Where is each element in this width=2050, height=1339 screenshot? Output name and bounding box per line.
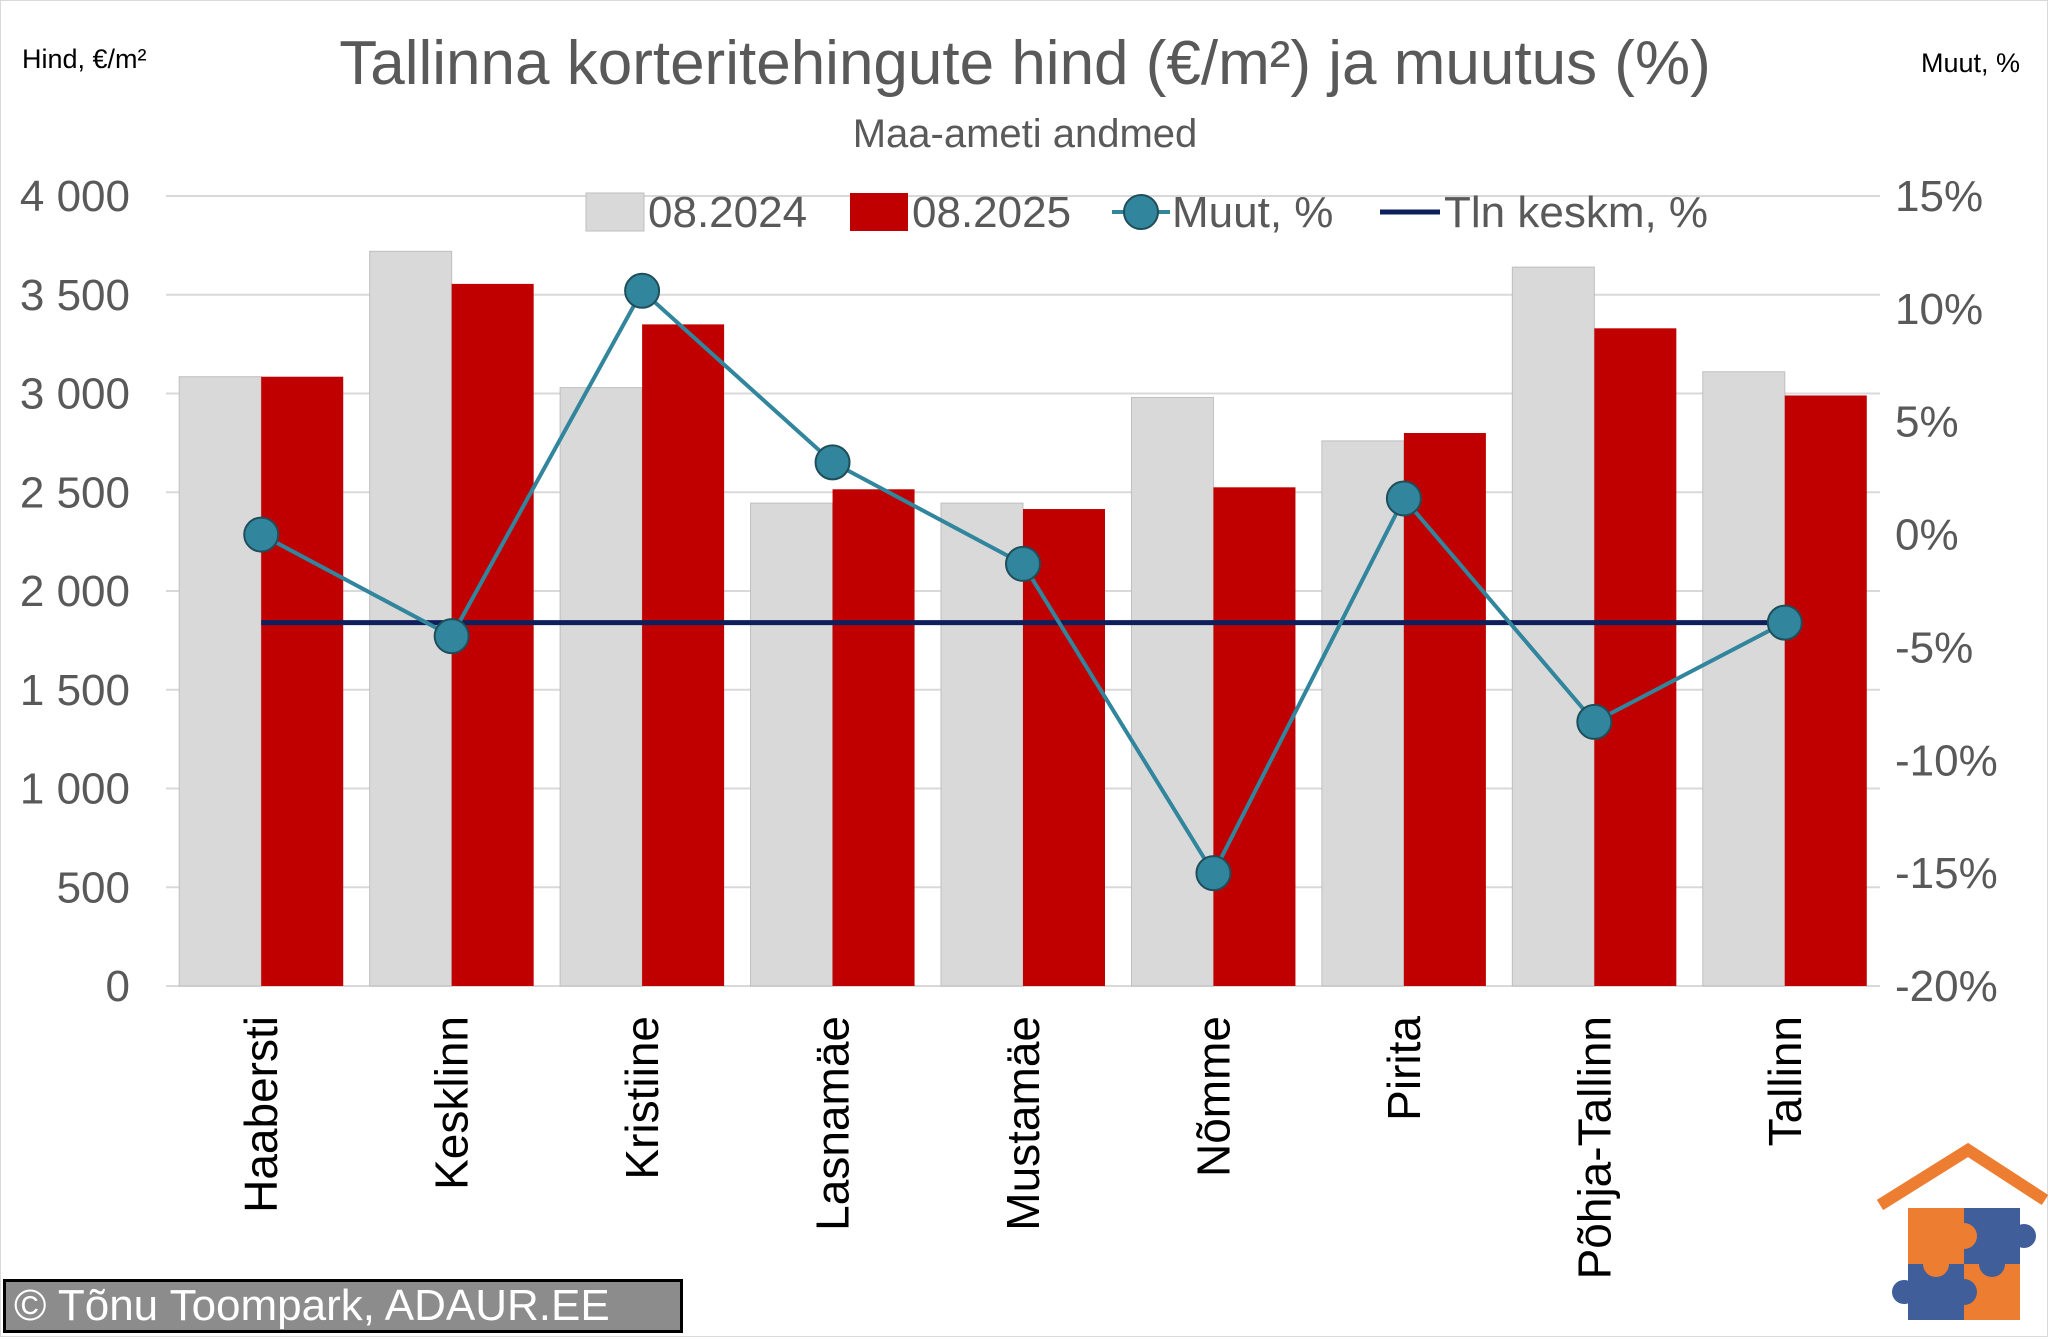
chart-title: Tallinna korteritehingute hind (€/m²) ja… [339, 29, 1711, 98]
legend: 08.2024 08.2025 Muut, % Tln keskm, % [585, 188, 1708, 237]
change-marker [433, 618, 470, 655]
category-label: Mustamäe [997, 1016, 1049, 1231]
category-label: Lasnamäe [807, 1016, 859, 1231]
right-axis-label: Muut, % [1920, 48, 2020, 78]
left-tick-label: 1 500 [20, 666, 130, 715]
bar-08.2024 [1702, 371, 1786, 987]
bar-08.2024 [178, 376, 262, 987]
legend-swatch-08.2024 [585, 192, 645, 232]
left-tick-label: 2 000 [20, 567, 130, 616]
bar-08.2024 [750, 502, 834, 987]
logo-knob [1979, 1251, 2005, 1277]
change-marker [624, 272, 661, 309]
chart-subtitle: Maa-ameti andmed [852, 112, 1198, 156]
credit-badge: © Tõnu Toompark, ADAUR.EE [3, 1279, 683, 1333]
left-tick-label: 0 [106, 962, 130, 1011]
logo-knob [1951, 1279, 1977, 1305]
bar-08.2024 [1321, 440, 1405, 987]
legend-swatch-marker [1123, 194, 1159, 230]
right-tick-label: -5% [1895, 623, 1973, 672]
category-label: Tallinn [1759, 1016, 1811, 1146]
legend-label: 08.2024 [648, 188, 807, 237]
logo-knob [1923, 1251, 1949, 1277]
category-label: Pirita [1378, 1016, 1430, 1121]
category-label: Haabersti [235, 1016, 287, 1213]
bar-08.2025 [1403, 433, 1486, 986]
change-marker [1385, 480, 1422, 517]
change-marker [1195, 855, 1232, 892]
left-tick-label: 4 000 [20, 172, 130, 221]
bar-08.2025 [261, 376, 344, 986]
bar-08.2025 [832, 489, 915, 986]
bar-08.2025 [1784, 395, 1867, 987]
change-marker [243, 516, 280, 553]
category-label: Kristiine [616, 1016, 668, 1180]
left-tick-label: 500 [57, 863, 130, 912]
bar-08.2025 [642, 324, 725, 986]
bar-08.2024 [1130, 396, 1214, 987]
right-tick-label: 0% [1895, 511, 1959, 560]
legend-label: Tln keskm, % [1444, 188, 1708, 237]
left-tick-label: 3 500 [20, 271, 130, 320]
change-marker [1576, 703, 1613, 740]
legend-swatch-08.2025 [850, 193, 908, 231]
bar-08.2024 [369, 250, 453, 987]
left-tick-label: 1 000 [20, 765, 130, 814]
legend-label: Muut, % [1172, 188, 1333, 237]
right-tick-label: 5% [1895, 398, 1959, 447]
right-tick-label: 10% [1895, 285, 1983, 334]
bar-08.2024 [940, 502, 1024, 987]
change-marker [1005, 545, 1041, 582]
bar-08.2025 [1594, 328, 1677, 986]
left-axis-label: Hind, €/m² [22, 44, 147, 74]
right-tick-label: 15% [1895, 172, 1983, 221]
category-label: Põhja-Tallinn [1568, 1016, 1620, 1279]
left-tick-label: 3 000 [20, 370, 130, 419]
category-label: Kesklinn [426, 1016, 478, 1190]
change-marker [814, 444, 851, 481]
bar-08.2024 [1511, 266, 1595, 987]
change-marker [1766, 604, 1803, 641]
category-label: Nõmme [1187, 1016, 1239, 1177]
right-tick-label: -20% [1895, 962, 1998, 1011]
logo-knob [1951, 1223, 1977, 1249]
logo-roof [1876, 1142, 2049, 1211]
right-tick-label: -10% [1895, 736, 1998, 785]
bar-08.2024 [559, 387, 643, 987]
legend-label: 08.2025 [912, 188, 1071, 237]
left-tick-label: 2 500 [20, 468, 130, 517]
logo-knob [2012, 1224, 2036, 1248]
right-tick-label: -15% [1895, 849, 1998, 898]
logo-knob [1892, 1280, 1916, 1304]
